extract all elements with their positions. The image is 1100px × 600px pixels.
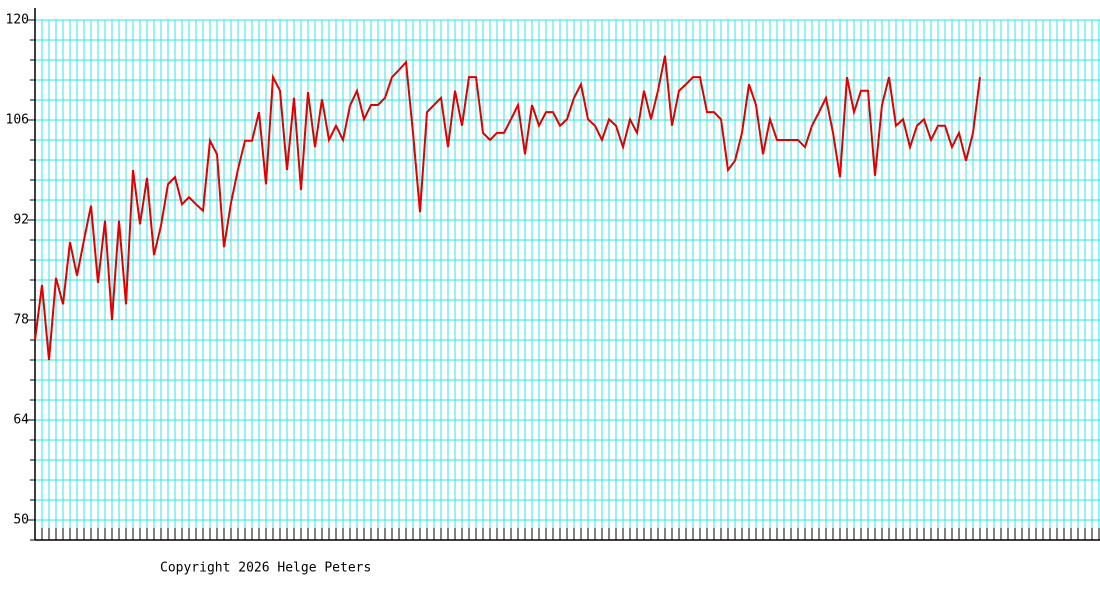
- y-tick-label: 64: [13, 413, 29, 428]
- y-tick-label: 120: [6, 13, 29, 28]
- data-line: [34, 55, 981, 361]
- y-tick-label: 106: [6, 113, 29, 128]
- footer: Copyright 2026 Helge Peters: [160, 561, 371, 576]
- y-tick-label: 78: [13, 313, 29, 328]
- y-tick-label: 92: [13, 213, 29, 228]
- y-tick-label: 50: [13, 513, 29, 528]
